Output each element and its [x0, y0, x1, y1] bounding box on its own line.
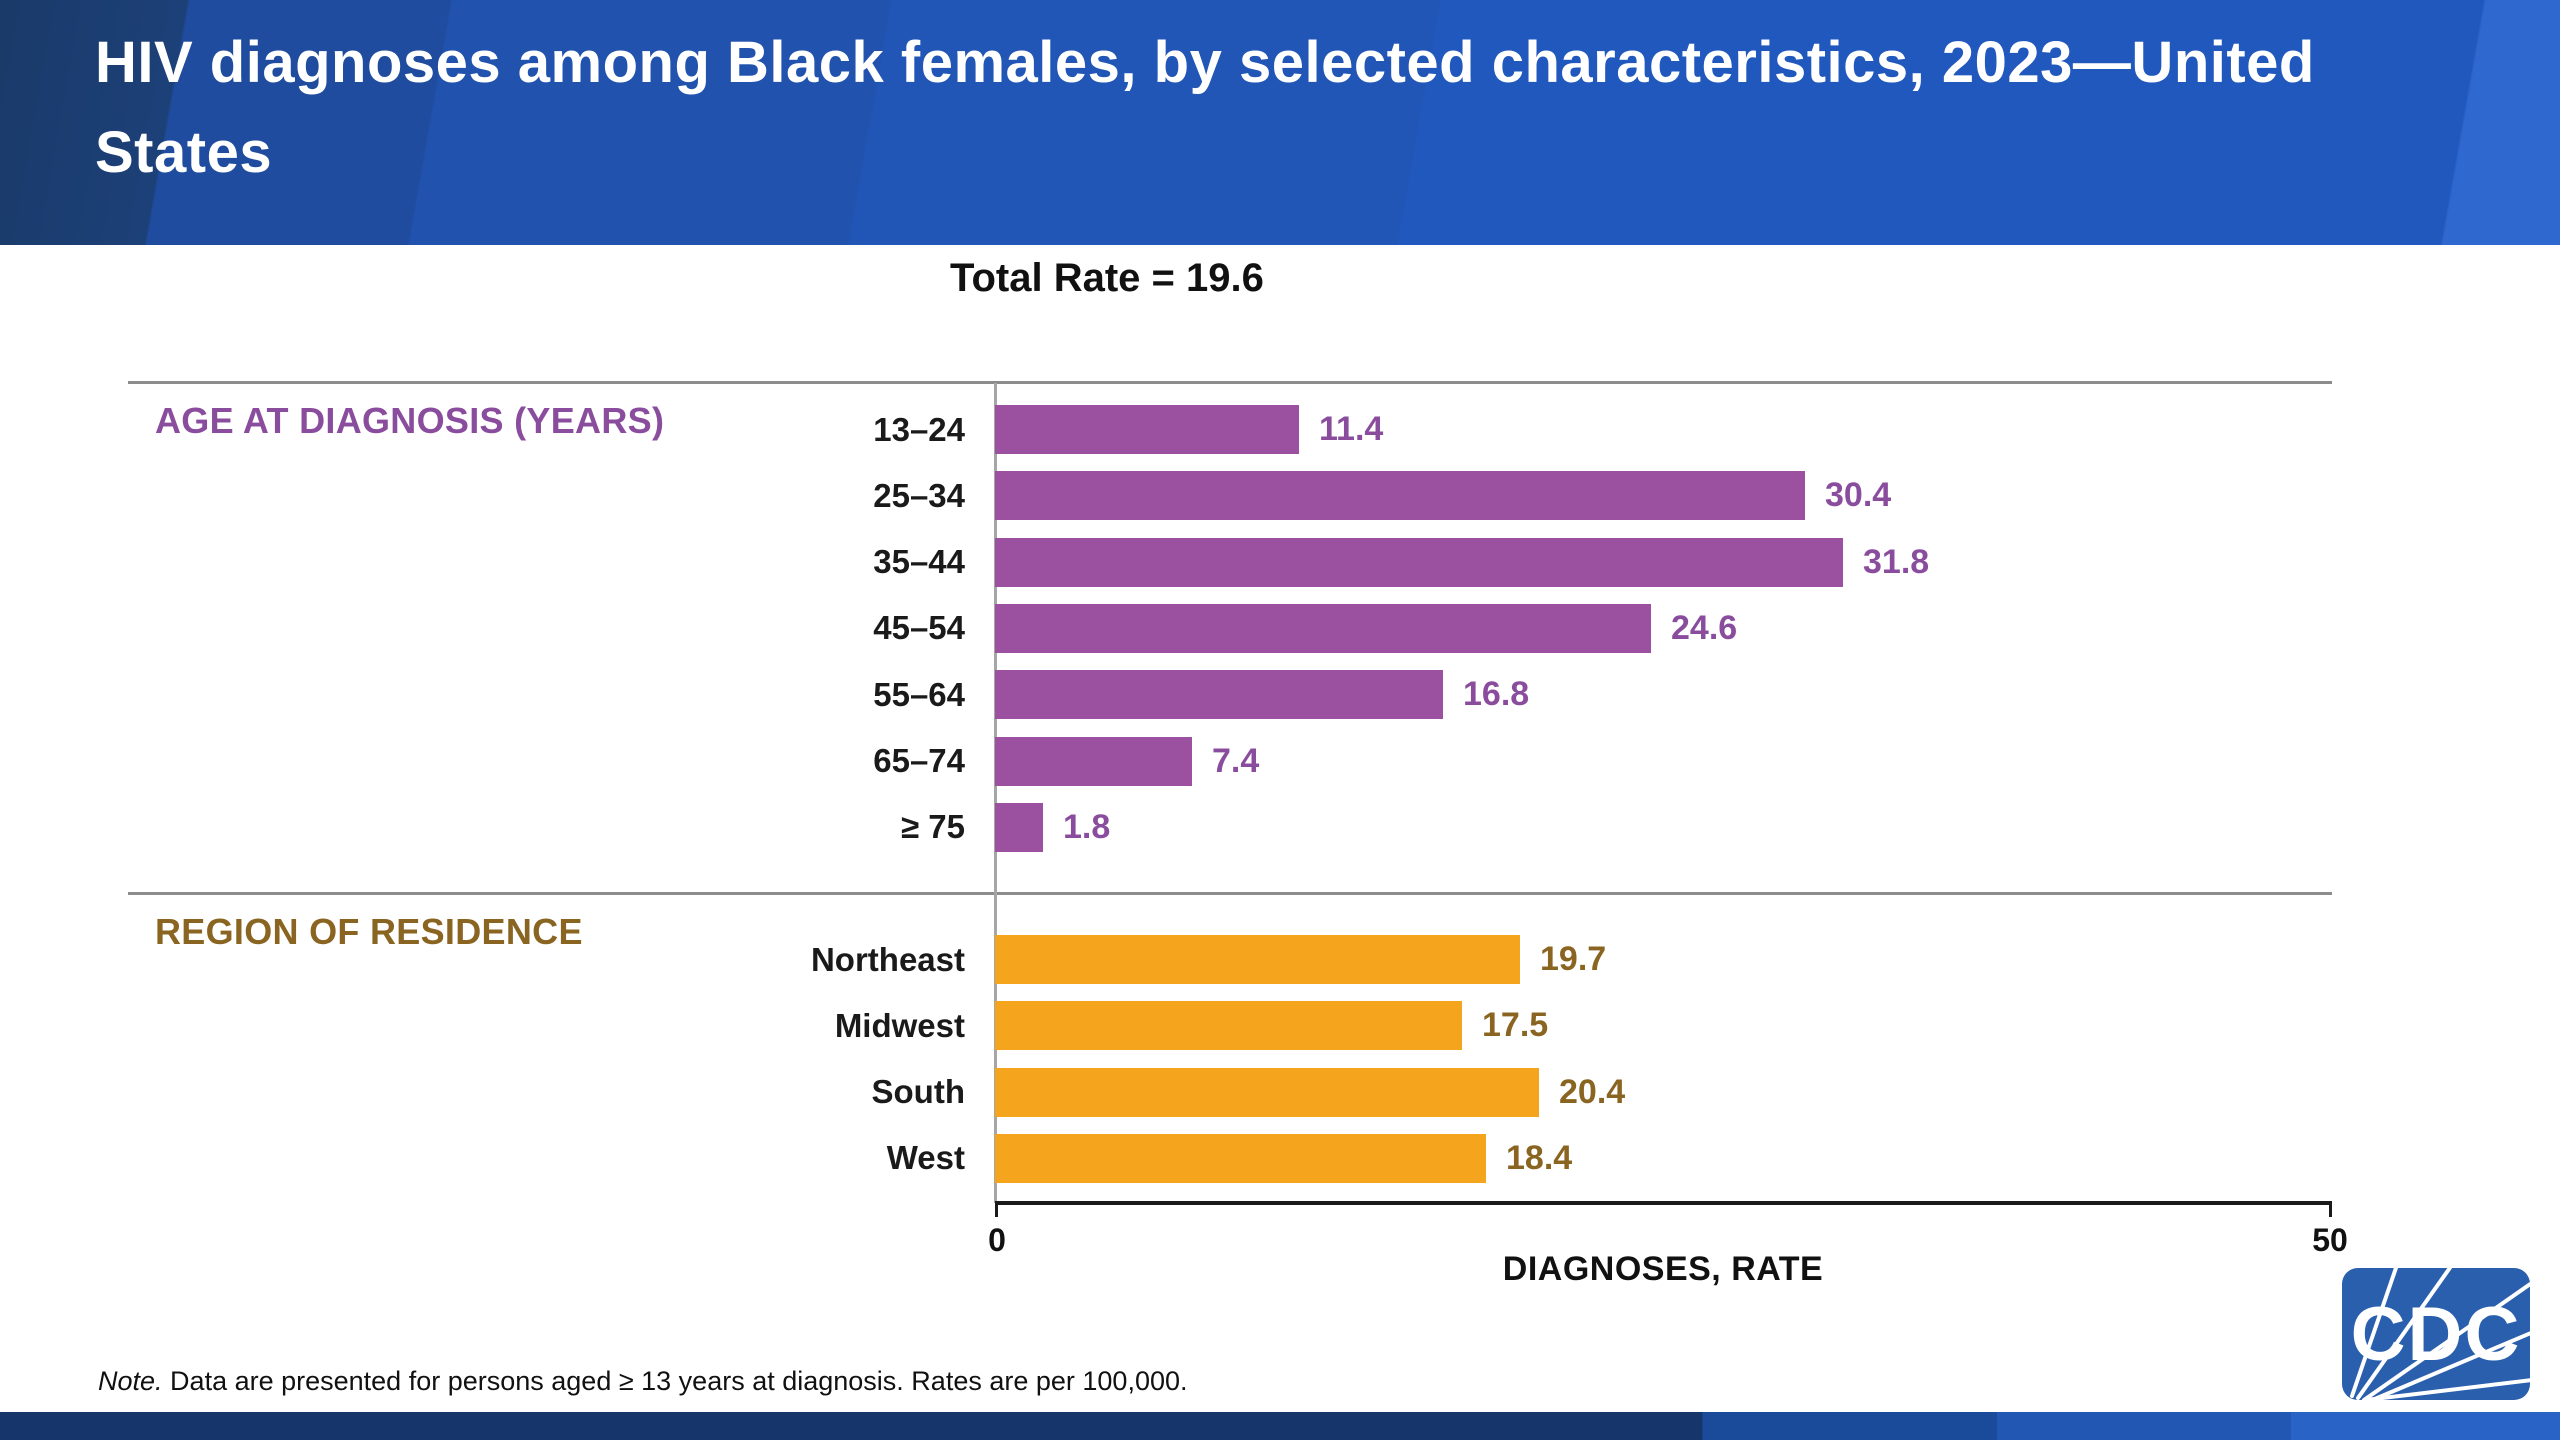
x-axis-tick-0: [995, 1203, 998, 1217]
value-label: 17.5: [1482, 1006, 1549, 1045]
bar: [995, 537, 1843, 587]
cdc-logo-rays-icon: [2350, 1268, 2530, 1400]
chart-baseline-vertical: [994, 383, 997, 1203]
category-label: 55–64: [873, 675, 965, 713]
footnote-prefix: Note.: [98, 1366, 163, 1396]
category-label: 65–74: [873, 742, 965, 780]
bar: [995, 1067, 1539, 1117]
value-label: 11.4: [1319, 410, 1384, 448]
value-label: 19.7: [1540, 940, 1607, 978]
total-rate-annotation: Total Rate = 19.6: [950, 256, 1264, 300]
bar: [995, 935, 1520, 984]
footnote-body: Data are presented for persons aged ≥ 13…: [162, 1366, 1188, 1396]
value-label: 16.8: [1463, 675, 1530, 714]
footer-banner: [0, 1412, 2560, 1440]
section-label-region: REGION OF RESIDENCE: [155, 911, 583, 952]
bar: [995, 1133, 1486, 1183]
category-label: 25–34: [873, 476, 965, 514]
category-label: South: [871, 1073, 965, 1111]
category-label: 35–44: [873, 543, 965, 581]
section-divider-middle: [128, 892, 2332, 895]
category-label: 13–24: [873, 410, 965, 448]
cdc-logo: CDC: [2342, 1268, 2530, 1400]
value-label: 20.4: [1559, 1072, 1626, 1111]
page-title: HIV diagnoses among Black females, by se…: [95, 30, 2315, 185]
value-label: 18.4: [1506, 1138, 1573, 1177]
bar: [995, 736, 1192, 786]
x-axis-title: DIAGNOSES, RATE: [1502, 1250, 1824, 1288]
value-label: 24.6: [1671, 608, 1738, 647]
footnote: Note. Data are presented for persons age…: [98, 1366, 1188, 1397]
section-label-age: AGE AT DIAGNOSIS (YEARS): [155, 400, 665, 441]
cdc-logo-text: CDC: [2350, 1291, 2522, 1377]
category-label: ≥ 75: [901, 808, 965, 846]
value-label: 30.4: [1825, 476, 1892, 515]
bar: [995, 1001, 1462, 1051]
bar: [995, 471, 1805, 521]
bar: [995, 670, 1443, 720]
x-axis-line: [995, 1201, 2332, 1205]
bar: [995, 802, 1043, 852]
bar: [995, 405, 1299, 454]
category-label: Midwest: [834, 1006, 965, 1044]
value-label: 31.8: [1863, 542, 1930, 581]
x-axis-tick-label-0: 0: [988, 1222, 1006, 1258]
value-label: 1.8: [1063, 807, 1111, 846]
category-label: 45–54: [873, 609, 965, 647]
category-label: Northeast: [810, 940, 965, 978]
section-divider-top: [128, 381, 2332, 384]
value-label: 7.4: [1212, 741, 1260, 780]
category-label: West: [886, 1139, 965, 1177]
bar: [995, 603, 1651, 653]
x-axis-tick-50: [2329, 1203, 2332, 1217]
header-banner: HIV diagnoses among Black females, by se…: [0, 0, 2560, 245]
x-axis-tick-label-50: 50: [2312, 1222, 2348, 1258]
